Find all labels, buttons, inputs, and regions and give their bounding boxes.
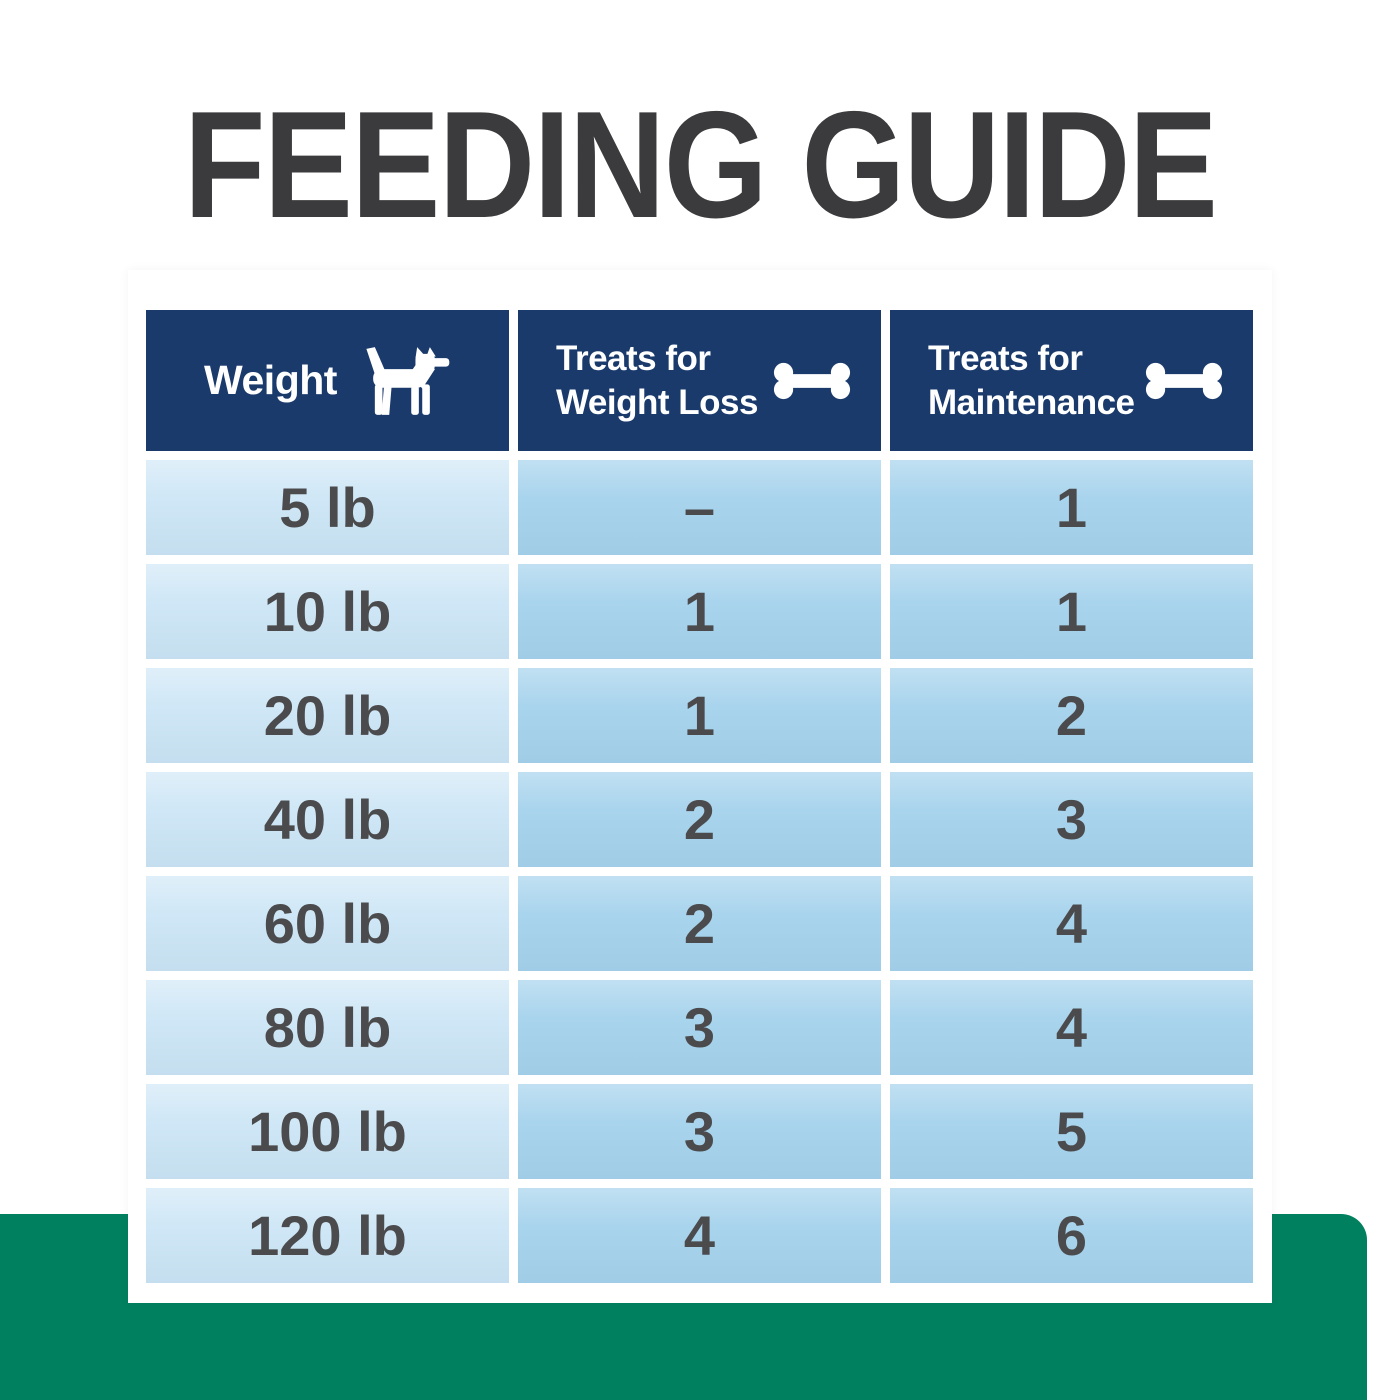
treats-weight-loss-cell: 4 [518, 1188, 881, 1283]
treats-weight-loss-cell: 2 [518, 876, 881, 971]
weight-cell: 80 lb [146, 980, 509, 1075]
weight-cell: 10 lb [146, 564, 509, 659]
header-line-2: Maintenance [928, 382, 1135, 422]
header-line-1: Treats for [556, 338, 711, 378]
page-title: FEEDING GUIDE [183, 80, 1218, 250]
weight-cell: 20 lb [146, 668, 509, 763]
treats-maintenance-cell: 2 [890, 668, 1253, 763]
treats-maintenance-cell: 4 [890, 980, 1253, 1075]
treats-maintenance-cell: 1 [890, 564, 1253, 659]
dog-icon [363, 346, 451, 415]
treats-maintenance-cell: 1 [890, 460, 1253, 555]
column-header-treats-weight-loss: Treats for Weight Loss [518, 310, 881, 451]
treats-weight-loss-cell: 3 [518, 980, 881, 1075]
header-line-2: Weight Loss [556, 382, 758, 422]
column-header-treats-maintenance: Treats for Maintenance [890, 310, 1253, 451]
header-line-1: Treats for [928, 338, 1083, 378]
weight-cell: 60 lb [146, 876, 509, 971]
column-header-weight-label: Weight [204, 357, 337, 403]
table-card: Weight [128, 270, 1272, 1303]
treats-maintenance-cell: 3 [890, 772, 1253, 867]
feeding-table: Weight [146, 310, 1253, 1283]
treats-weight-loss-cell: 1 [518, 668, 881, 763]
treats-weight-loss-cell: 1 [518, 564, 881, 659]
bone-icon [773, 361, 851, 401]
column-header-weight: Weight [146, 310, 509, 451]
treats-weight-loss-cell: – [518, 460, 881, 555]
treats-weight-loss-cell: 2 [518, 772, 881, 867]
treats-weight-loss-cell: 3 [518, 1084, 881, 1179]
weight-cell: 5 lb [146, 460, 509, 555]
weight-cell: 120 lb [146, 1188, 509, 1283]
treats-maintenance-cell: 6 [890, 1188, 1253, 1283]
column-header-treats-maintenance-label: Treats for Maintenance [928, 337, 1135, 425]
column-header-treats-weight-loss-label: Treats for Weight Loss [556, 337, 758, 425]
bone-icon [1145, 361, 1223, 401]
weight-cell: 40 lb [146, 772, 509, 867]
treats-maintenance-cell: 4 [890, 876, 1253, 971]
weight-cell: 100 lb [146, 1084, 509, 1179]
treats-maintenance-cell: 5 [890, 1084, 1253, 1179]
